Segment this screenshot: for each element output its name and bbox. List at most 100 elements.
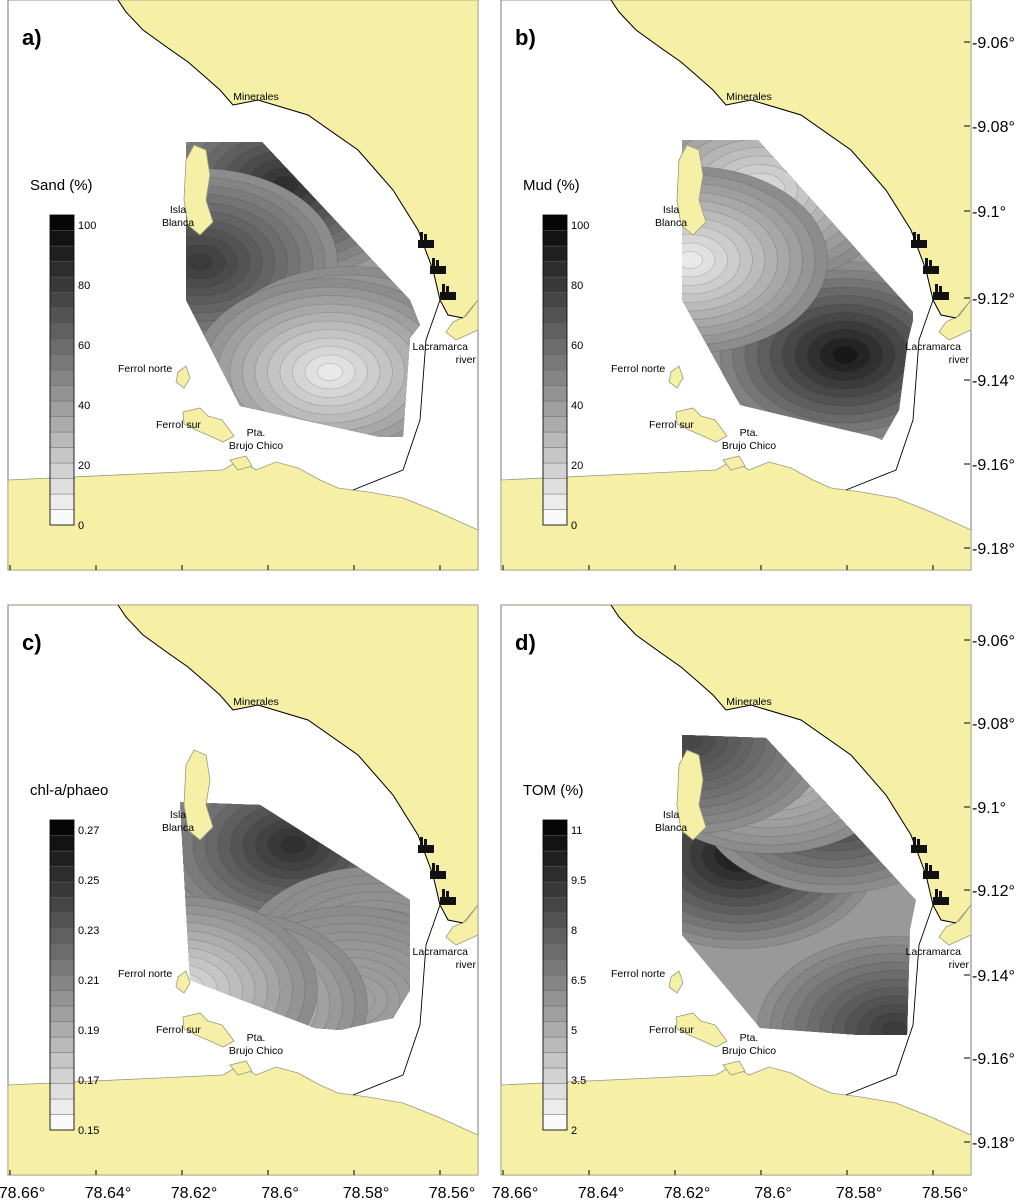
lon-tick-label: 78.66° <box>0 1185 45 1202</box>
place-minerales: Minerales <box>233 696 279 708</box>
colorbar-step <box>542 850 568 867</box>
colorbar-step <box>49 400 75 417</box>
colorbar-tick-label: 11 <box>571 825 582 837</box>
colorbar-step <box>542 819 568 836</box>
place-brujo-chico: Brujo Chico <box>229 440 283 452</box>
colorbar-step <box>49 1098 75 1115</box>
colorbar-step <box>542 897 568 914</box>
contour-level <box>832 346 858 364</box>
colorbar-step <box>49 866 75 883</box>
colorbar-step <box>49 943 75 960</box>
colorbar-step <box>49 928 75 945</box>
colorbar-step <box>49 990 75 1007</box>
colorbar-step <box>542 276 568 293</box>
colorbar-step <box>542 881 568 898</box>
colorbar-step <box>49 881 75 898</box>
place-lacramarca-river: river <box>456 354 477 366</box>
place-ferrol-sur: Ferrol sur <box>156 419 201 431</box>
axes: -9.06° -9.08° -9.1° -9.12° -9.14° -9.16° -9.18… <box>0 35 1015 1202</box>
colorbar-tick-label: 0.15 <box>78 1125 99 1137</box>
island <box>229 455 253 471</box>
lon-tick-label: 78.64° <box>85 1185 131 1202</box>
colorbar-tick-label: 0 <box>78 520 84 532</box>
colorbar-step <box>542 354 568 371</box>
colorbar-step <box>542 245 568 262</box>
colorbar-step <box>49 292 75 309</box>
island-isla-blanca <box>676 749 707 841</box>
colorbar-step <box>49 276 75 293</box>
colorbar-tick-label: 80 <box>78 280 90 292</box>
colorbar-step <box>49 974 75 991</box>
colorbar-step <box>542 323 568 340</box>
lat-tick-label: -9.16° <box>972 457 1015 474</box>
colorbar-step <box>542 416 568 433</box>
factory-icon <box>418 232 434 248</box>
island-isla-blanca <box>676 144 707 236</box>
colorbar-step <box>49 385 75 402</box>
place-brujo-chico: Brujo Chico <box>722 440 776 452</box>
colorbar-step <box>542 974 568 991</box>
place-isla-blanca-2: Blanca <box>655 822 687 834</box>
colorbar-step <box>542 338 568 355</box>
place-ferrol-norte: Ferrol norte <box>118 968 172 980</box>
colorbar-tick-label: 0.21 <box>78 975 99 987</box>
land-south <box>500 459 972 571</box>
colorbar-step <box>542 1052 568 1069</box>
bay-line <box>352 904 441 1096</box>
colorbar-tick-label: 80 <box>571 280 583 292</box>
island <box>182 1012 235 1048</box>
colorbar-tick-label: 0 <box>571 520 577 532</box>
place-ferrol-sur: Ferrol sur <box>649 1024 694 1036</box>
colorbar-step <box>49 462 75 479</box>
colorbar-step <box>542 214 568 231</box>
colorbar-step <box>542 369 568 386</box>
colorbar-title: Sand (%) <box>30 177 93 194</box>
place-pta: Pta. <box>740 1032 759 1044</box>
colorbar-step <box>542 230 568 247</box>
colorbar-tick-label: 40 <box>571 400 583 412</box>
colorbar-step <box>542 447 568 464</box>
contour-level <box>280 836 306 854</box>
land-river-mouth <box>445 903 479 946</box>
place-isla-blanca-2: Blanca <box>655 217 687 229</box>
island <box>668 970 684 994</box>
island-isla-blanca <box>183 144 214 236</box>
colorbar-tick-label: 100 <box>571 220 589 232</box>
place-ferrol-sur: Ferrol sur <box>156 1024 201 1036</box>
lat-tick-label: -9.16° <box>972 1051 1015 1068</box>
colorbar-tick-label: 40 <box>78 400 90 412</box>
colorbar-step <box>49 912 75 929</box>
panel-label: b) <box>515 25 536 50</box>
place-lacramarca-river: river <box>949 354 970 366</box>
colorbar-tick-label: 9.5 <box>571 875 586 887</box>
factory-icon <box>923 863 939 879</box>
bay-line <box>352 299 441 491</box>
island <box>675 407 728 443</box>
colorbar-frame <box>49 214 75 526</box>
place-lacramarca: Lacramarca <box>906 341 962 353</box>
place-brujo-chico: Brujo Chico <box>229 1045 283 1057</box>
colorbar-step <box>49 230 75 247</box>
colorbar-tick-label: 5 <box>571 1025 577 1037</box>
colorbar-step <box>542 1021 568 1038</box>
colorbar-step <box>49 447 75 464</box>
colorbar-step <box>542 943 568 960</box>
colorbar-step <box>49 835 75 852</box>
place-isla-blanca: Isla <box>170 204 187 216</box>
colorbar-step <box>49 850 75 867</box>
colorbar-step <box>542 478 568 495</box>
factory-icon <box>418 837 434 853</box>
contour-level <box>187 253 213 271</box>
lon-tick-label: 78.62° <box>171 1185 217 1202</box>
place-brujo-chico: Brujo Chico <box>722 1045 776 1057</box>
colorbar-step <box>49 819 75 836</box>
place-isla-blanca: Isla <box>170 809 187 821</box>
colorbar-step <box>542 866 568 883</box>
island <box>722 455 746 471</box>
colorbar-tick-label: 0.17 <box>78 1075 99 1087</box>
panel-label: c) <box>22 630 42 655</box>
land-river-mouth <box>938 903 972 946</box>
